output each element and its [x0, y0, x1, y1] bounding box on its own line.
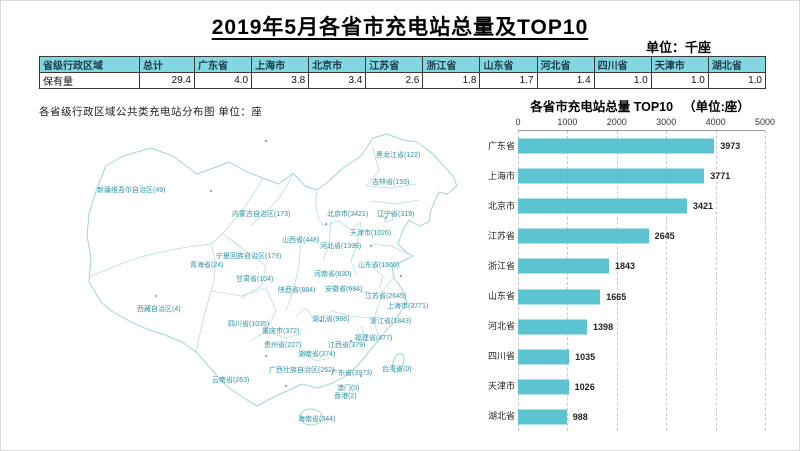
china-map-outline [86, 133, 458, 426]
bar-row: 3973 [518, 131, 765, 161]
value-label: 3421 [692, 201, 714, 212]
gridline [518, 131, 519, 431]
bar [518, 228, 649, 244]
value-cell: 1.4 [536, 72, 595, 89]
x-tick-label: 2000 [606, 117, 627, 127]
value-label: 2645 [654, 231, 675, 242]
x-tick-label: 5000 [754, 117, 776, 127]
value-cell: 29.4 [139, 72, 195, 89]
value-label: 3771 [710, 171, 731, 182]
bar-row: 1665 [518, 281, 765, 311]
page-title: 2019年5月各省市充电站总量及TOP10 [211, 16, 589, 39]
row-header-cell: 保有量 [39, 72, 140, 89]
stats-table: 省级行政区域 总计 广东省 上海市 北京市 江苏省 浙江省 山东省 河北省 四川省 天津市 湖北省 保… [39, 56, 767, 89]
stats-table-row: 保有量 29.4 4.0 3.8 3.4 2.6 1.8 1.7 1.4 1.0 1.0 1.0 [39, 72, 767, 89]
category-label: 山东省 [487, 291, 515, 302]
bar [518, 319, 588, 335]
value-label: 1665 [606, 291, 627, 302]
bar-row: 1843 [518, 251, 765, 281]
stats-table-body: 保有量 29.4 4.0 3.8 3.4 2.6 1.8 1.7 1.4 1.0 1.0 1.0 [39, 72, 767, 89]
hainan-island [299, 408, 323, 426]
value-label: 1843 [615, 261, 636, 272]
value-cell: 1.8 [422, 72, 481, 89]
category-axis: 广东省上海市北京市江苏省浙江省山东省河北省四川省天津市湖北省 [485, 130, 515, 431]
value-cell: 3.4 [308, 72, 367, 89]
stats-table-header-cell: 上海市 [251, 56, 310, 73]
stats-table-header-cell: 四川省 [593, 56, 652, 73]
stats-table-header-cell: 山东省 [479, 56, 538, 73]
x-axis-ticks: 0 1000 2000 3000 4000 5000 [515, 115, 775, 130]
gridline [765, 131, 766, 431]
x-tick-label: 1000 [557, 117, 578, 127]
capital-dots [154, 139, 403, 388]
bar [518, 349, 570, 365]
gridline [666, 131, 668, 431]
stats-table-header-cell: 浙江省 [422, 56, 481, 73]
stats-table-head-row: 省级行政区域 总计 广东省 上海市 北京市 江苏省 浙江省 山东省 河北省 四川省 天津市 湖北省 [39, 56, 767, 73]
bar-row: 2645 [518, 221, 765, 251]
category-label: 上海市 [487, 170, 515, 181]
bar-row: 1026 [518, 372, 765, 402]
value-label: 3973 [720, 141, 741, 152]
stats-table-header-cell: 湖北省 [707, 56, 767, 73]
chart-title-row: 各省市充电站总量 TOP10 （单位:座） [485, 96, 795, 115]
x-tick-label: 4000 [705, 117, 726, 127]
category-label: 浙江省 [487, 260, 515, 271]
bar [518, 198, 687, 214]
bar-row: 1035 [518, 342, 765, 372]
stats-table-header-cell: 江苏省 [365, 56, 424, 73]
category-label: 湖北省 [487, 411, 515, 422]
value-cell: 2.6 [365, 72, 424, 89]
gridline [567, 131, 569, 431]
plot-area: 3973 3771 3421 2645 1843 1665 1398 1035 1026 988 [518, 130, 766, 432]
chart-title: 各省市充电站总量 TOP10 [530, 100, 674, 114]
x-tick-label: 3000 [656, 117, 677, 127]
bar-row: 1398 [518, 312, 765, 342]
value-label: 1026 [574, 381, 595, 392]
value-cell: 1.0 [650, 72, 709, 89]
gridline [715, 131, 717, 431]
category-label: 四川省 [487, 351, 515, 362]
bar [518, 379, 569, 395]
bar [518, 409, 567, 425]
stats-table-header-cell: 北京市 [308, 56, 367, 73]
chart-unit-label: （单位:座） [683, 100, 750, 114]
bar [518, 258, 610, 274]
table-unit-note: 单位：千座 [646, 40, 712, 55]
china-border-path [86, 133, 458, 407]
category-label: 广东省 [487, 140, 515, 151]
bar [518, 289, 601, 305]
value-cell: 1.0 [707, 72, 767, 89]
bar-row: 988 [518, 402, 765, 432]
gridline [616, 131, 618, 431]
category-label: 河北省 [487, 321, 515, 332]
value-cell: 1.7 [479, 72, 538, 89]
bar [518, 138, 715, 154]
value-cell: 4.0 [193, 72, 253, 89]
x-tick-label: 0 [515, 117, 521, 127]
province-boundaries [90, 147, 420, 362]
map-caption: 各省级行政区域公共类充电站分布图 单位：座 [39, 106, 263, 118]
value-cell: 1.0 [593, 72, 652, 89]
stats-table-header-cell: 河北省 [536, 56, 595, 73]
bar-row: 3421 [518, 191, 765, 221]
taiwan-island [391, 352, 405, 374]
category-label: 北京市 [487, 200, 515, 211]
category-label: 江苏省 [487, 230, 515, 241]
value-label: 1035 [575, 351, 596, 362]
bar [518, 168, 705, 184]
bar-row: 3771 [518, 161, 765, 191]
stats-table-header-cell: 天津市 [650, 56, 709, 73]
stats-table-header-cell: 总计 [139, 56, 195, 73]
value-label: 988 [572, 411, 588, 422]
value-label: 1398 [593, 321, 614, 332]
top10-bar-chart: 各省市充电站总量 TOP10 （单位:座） 0 1000 2000 3000 4000 50… [485, 96, 795, 431]
value-cell: 3.8 [251, 72, 310, 89]
stats-table-header-cell: 广东省 [193, 56, 253, 73]
chart-body: 广东省 上海市 北京市 江苏省 浙江省 山东省 河北省 四川省 天津市 湖北省 3973 3771 3… [485, 130, 795, 431]
stats-table-header-cell: 省级行政区域 [39, 56, 140, 73]
category-label: 天津市 [487, 381, 515, 392]
